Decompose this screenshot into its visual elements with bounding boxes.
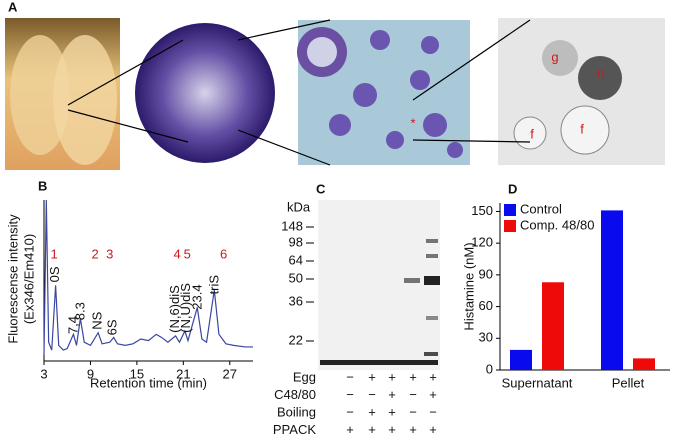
legend-swatch	[504, 204, 516, 216]
bar	[601, 210, 623, 370]
peak-label: NS	[90, 311, 105, 329]
panel-label: A	[8, 0, 18, 14]
sign: −	[346, 369, 354, 384]
bar	[633, 358, 655, 370]
y-axis-label: (Ex346/Em410)	[21, 234, 36, 324]
sign: +	[429, 422, 437, 437]
cell-sphere	[135, 23, 275, 163]
y-tick-label: 30	[479, 330, 493, 345]
sign: +	[388, 404, 396, 419]
zoom-lines	[67, 19, 531, 166]
y-axis-label: Histamine (nM)	[461, 242, 476, 330]
panel-a-images	[5, 18, 665, 170]
x-tick-label: 15	[130, 366, 144, 381]
sign: +	[346, 422, 354, 437]
x-tick-label: 9	[87, 366, 94, 381]
marker-label: 148	[281, 218, 303, 233]
peak-number: 4	[174, 246, 181, 261]
x-tick-label: Supernatant	[502, 375, 573, 390]
marker-label: 50	[289, 270, 303, 285]
peak-label: (N,6)diS	[167, 285, 182, 333]
legend-swatch	[504, 220, 516, 232]
sign: +	[368, 369, 376, 384]
trace	[43, 199, 253, 355]
peak-label: 23.4	[189, 284, 204, 309]
photo-shape	[10, 35, 70, 155]
image-annotation: n	[597, 65, 604, 80]
sign: +	[388, 422, 396, 437]
sign: +	[368, 404, 376, 419]
bar	[510, 349, 532, 370]
bar	[542, 282, 564, 370]
em-vesicle	[560, 105, 610, 155]
peak-number: 2	[91, 246, 98, 261]
row-label: Boiling	[277, 404, 316, 419]
panel-label: C	[316, 181, 326, 196]
image-annotation: g	[551, 49, 558, 64]
peak-label: 8.3	[73, 302, 88, 320]
row-label: PPACK	[273, 422, 316, 437]
peak-label: 0S	[47, 266, 62, 282]
peak-label: 6S	[104, 319, 119, 335]
y-axis-label: Fluorescense intensity	[5, 214, 20, 344]
panel-label: B	[38, 178, 47, 193]
row-label: C48/80	[274, 387, 316, 402]
sign: +	[429, 369, 437, 384]
peak-number: 3	[106, 246, 113, 261]
peak-number: 5	[184, 246, 191, 261]
blot-unit: kDa	[287, 199, 311, 214]
inset-cell-core	[307, 37, 337, 67]
sign: −	[409, 387, 417, 402]
photo-shape	[53, 35, 117, 165]
sign: +	[368, 422, 376, 437]
x-tick-label: 27	[223, 366, 237, 381]
sign: −	[368, 387, 376, 402]
blot	[318, 200, 440, 370]
sign: +	[429, 387, 437, 402]
sign: +	[409, 369, 417, 384]
x-tick-label: Pellet	[612, 375, 645, 390]
sign: −	[346, 387, 354, 402]
legend-label: Control	[520, 201, 562, 216]
x-tick-label: 3	[40, 366, 47, 381]
peak-label: triS	[207, 275, 222, 295]
em-nucleus	[578, 56, 622, 100]
sign: +	[388, 387, 396, 402]
x-axis-label: Retention time (min)	[90, 375, 207, 390]
y-tick-label: 120	[471, 235, 493, 250]
em-granule	[542, 40, 578, 76]
blot-bands	[320, 239, 440, 365]
sign: +	[388, 369, 396, 384]
sign: −	[346, 404, 354, 419]
y-tick-label: 0	[486, 361, 493, 376]
image-annotation: *	[410, 115, 415, 130]
y-tick-label: 150	[471, 203, 493, 218]
marker-label: 36	[289, 293, 303, 308]
sign: −	[409, 404, 417, 419]
peak-label: (N,U)diS	[178, 283, 193, 333]
marker-label: 22	[289, 332, 303, 347]
peak-number: 1	[50, 246, 57, 261]
image-annotation: f	[530, 126, 534, 141]
marker-label: 64	[289, 252, 303, 267]
sign: −	[429, 404, 437, 419]
y-tick-label: 90	[479, 266, 493, 281]
em-vesicle	[513, 116, 547, 150]
row-label: Egg	[293, 369, 316, 384]
panel-label: D	[508, 181, 517, 196]
peak-label: 7,4	[66, 316, 81, 334]
blot-membrane	[318, 200, 440, 370]
marker-label: 98	[289, 234, 303, 249]
sign: +	[409, 422, 417, 437]
x-tick-label: 21	[176, 366, 190, 381]
image-annotation: f	[580, 121, 584, 136]
y-tick-label: 60	[479, 298, 493, 313]
cells	[329, 30, 463, 158]
legend-label: Comp. 48/80	[520, 217, 594, 232]
peak-number: 6	[220, 246, 227, 261]
